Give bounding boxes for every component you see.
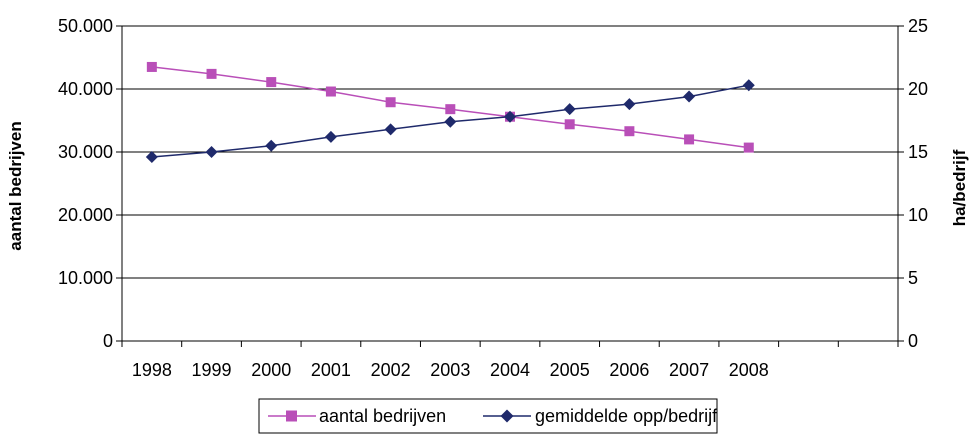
- left-tick-label: 50.000: [58, 16, 113, 36]
- legend: aantal bedrijven gemiddelde opp/bedrijf: [258, 398, 718, 434]
- right-tick-label: 20: [908, 79, 928, 99]
- point-aantal-1999: [206, 68, 217, 79]
- point-aantal-2006: [624, 126, 635, 137]
- point-gemiddelde-2006: [623, 98, 636, 111]
- legend-label-aantal: aantal bedrijven: [319, 406, 446, 426]
- x-tick-label: 1998: [132, 360, 172, 380]
- x-tick-label: 2008: [729, 360, 769, 380]
- point-gemiddelde-2005: [563, 103, 576, 116]
- x-tick-label: 2005: [550, 360, 590, 380]
- x-tick-label: 2001: [311, 360, 351, 380]
- right-tick-label: 5: [908, 268, 918, 288]
- x-tick-label: 1999: [192, 360, 232, 380]
- point-aantal-2000: [266, 77, 277, 88]
- x-tick-label: 2004: [490, 360, 530, 380]
- right-tick-label: 15: [908, 142, 928, 162]
- right-tick-label: 25: [908, 16, 928, 36]
- x-tick-label: 2003: [430, 360, 470, 380]
- point-aantal-2001: [325, 86, 336, 97]
- x-tick-label: 2000: [251, 360, 291, 380]
- x-tick-label: 2006: [609, 360, 649, 380]
- point-aantal-1998: [146, 61, 157, 72]
- right-tick-labels: 0 5 10 15 20 25: [908, 16, 928, 351]
- left-tick-label: 10.000: [58, 268, 113, 288]
- point-aantal-2002: [385, 97, 396, 108]
- left-tick-labels: 0 10.000 20.000 30.000 40.000 50.000: [58, 16, 113, 351]
- right-axis-title: ha/bedrijf: [950, 149, 969, 226]
- point-gemiddelde-2004: [504, 110, 516, 123]
- x-tick-label: 2002: [371, 360, 411, 380]
- right-tick-label: 0: [908, 331, 918, 351]
- right-tick-label: 10: [908, 205, 928, 225]
- point-aantal-2005: [564, 119, 575, 130]
- left-tick-label: 40.000: [58, 79, 113, 99]
- point-gemiddelde-2000: [265, 139, 278, 152]
- point-gemiddelde-2002: [384, 123, 397, 136]
- point-gemiddelde-2003: [444, 115, 457, 128]
- point-gemiddelde-2007: [683, 90, 696, 103]
- point-gemiddelde-2008: [742, 79, 755, 92]
- point-gemiddelde-1998: [145, 151, 158, 164]
- left-tick-label: 0: [103, 331, 113, 351]
- point-aantal-2008: [743, 142, 754, 153]
- x-tick-labels: 1998 1999 2000 2001 2002 2003 2004 2005 2006 2007…: [132, 360, 769, 380]
- point-gemiddelde-2001: [324, 130, 337, 143]
- x-tick-label: 2007: [669, 360, 709, 380]
- axes: [116, 25, 904, 347]
- legend-marker-gemiddelde: [500, 409, 514, 423]
- series-markers: [145, 61, 755, 164]
- point-gemiddelde-1999: [205, 146, 218, 158]
- point-aantal-2007: [684, 134, 695, 145]
- gridlines: [122, 25, 898, 279]
- legend-marker-aantal: [286, 410, 297, 422]
- left-tick-label: 30.000: [58, 142, 113, 162]
- legend-label-gemiddelde: gemiddelde opp/bedrijf: [535, 406, 718, 426]
- left-tick-label: 20.000: [58, 205, 113, 225]
- point-aantal-2003: [445, 104, 456, 115]
- left-axis-title: aantal bedrijven: [6, 121, 25, 250]
